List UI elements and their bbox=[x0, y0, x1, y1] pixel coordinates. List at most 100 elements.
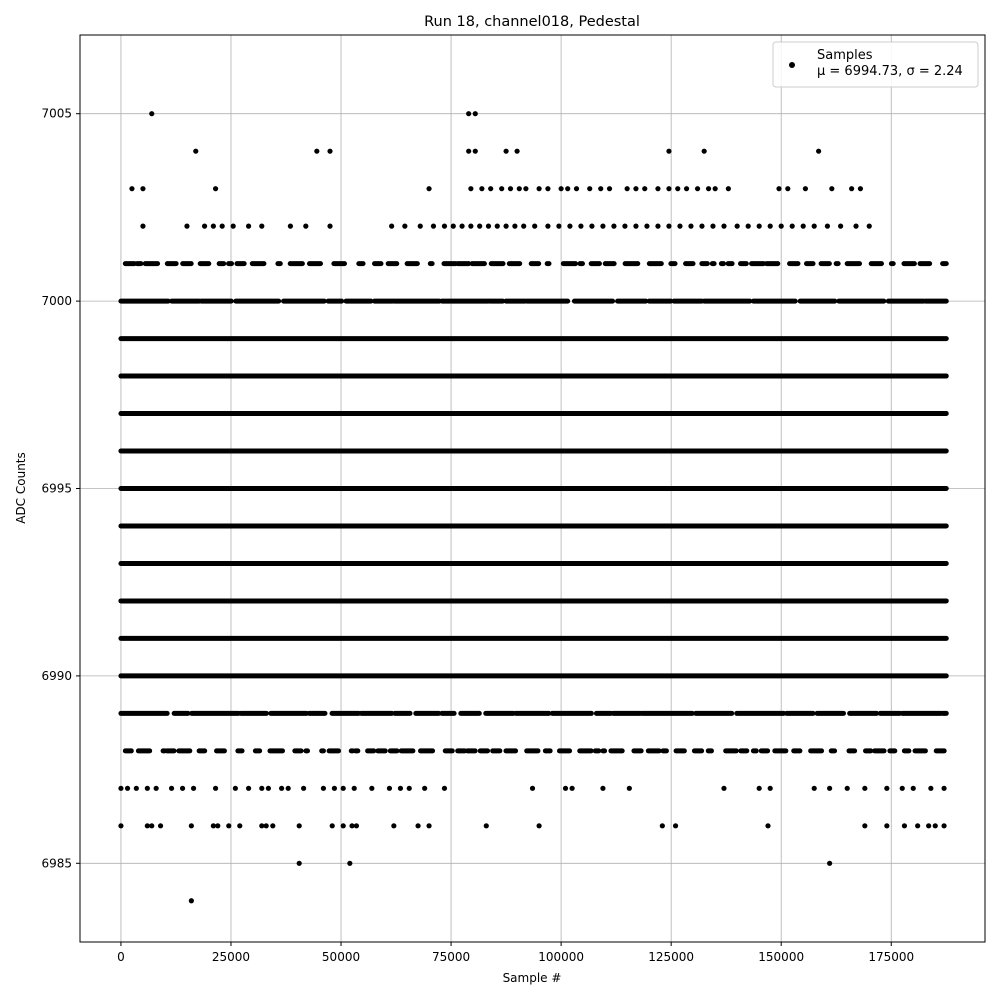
data-point bbox=[140, 186, 146, 192]
data-point bbox=[514, 148, 520, 154]
data-point bbox=[587, 186, 593, 192]
data-point bbox=[600, 223, 606, 229]
data-point bbox=[529, 785, 536, 791]
data-point bbox=[450, 223, 456, 229]
data-point bbox=[589, 223, 595, 229]
data-point bbox=[188, 823, 194, 829]
legend-stats: μ = 6994.73, σ = 2.24 bbox=[817, 64, 963, 79]
data-point bbox=[279, 785, 285, 791]
data-point bbox=[140, 223, 146, 229]
data-point bbox=[659, 823, 665, 829]
data-point bbox=[672, 823, 679, 829]
data-point bbox=[118, 785, 124, 791]
x-axis-label: Sample # bbox=[503, 971, 562, 985]
data-point bbox=[701, 148, 707, 154]
data-point bbox=[642, 186, 648, 192]
data-point bbox=[666, 148, 672, 154]
data-point bbox=[655, 186, 661, 192]
x-axis: 0 25000 50000 75000 100000 125000 150000 175000 bbox=[117, 942, 914, 964]
data-point bbox=[245, 223, 252, 229]
data-point bbox=[600, 785, 606, 791]
y-axis-label: ADC Counts bbox=[14, 452, 28, 524]
data-point bbox=[536, 823, 542, 829]
data-point bbox=[391, 823, 397, 829]
data-point bbox=[259, 223, 265, 229]
data-point bbox=[124, 785, 131, 791]
data-point bbox=[884, 823, 890, 829]
data-point bbox=[838, 223, 844, 229]
data-point bbox=[193, 148, 199, 154]
data-point bbox=[149, 111, 155, 117]
data-point bbox=[406, 785, 412, 791]
data-point bbox=[349, 823, 355, 829]
data-point bbox=[573, 186, 580, 192]
data-point bbox=[426, 186, 432, 192]
x-tick-label: 75000 bbox=[432, 950, 470, 964]
data-point bbox=[329, 823, 335, 829]
y-tick-label: 6985 bbox=[41, 856, 72, 870]
data-point bbox=[215, 823, 221, 829]
data-point bbox=[910, 785, 916, 791]
data-point bbox=[827, 785, 833, 791]
data-point bbox=[776, 186, 782, 192]
data-point bbox=[824, 223, 831, 229]
x-tick-label: 125000 bbox=[648, 950, 694, 964]
data-point bbox=[168, 785, 175, 791]
data-point bbox=[866, 223, 872, 229]
data-point bbox=[472, 111, 478, 117]
data-point bbox=[644, 223, 650, 229]
data-point bbox=[725, 186, 731, 192]
data-point bbox=[633, 223, 639, 229]
data-point bbox=[353, 823, 360, 829]
data-point bbox=[340, 823, 346, 829]
data-point bbox=[767, 223, 773, 229]
data-point bbox=[351, 785, 357, 791]
data-point bbox=[941, 823, 947, 829]
data-point bbox=[567, 223, 573, 229]
data-point bbox=[133, 785, 139, 791]
data-point bbox=[712, 186, 718, 192]
data-point bbox=[210, 823, 216, 829]
legend: Samples μ = 6994.73, σ = 2.24 bbox=[772, 41, 979, 88]
data-point bbox=[488, 186, 494, 192]
data-point bbox=[347, 860, 353, 866]
data-point bbox=[144, 823, 150, 829]
data-point bbox=[314, 148, 320, 154]
data-point bbox=[926, 823, 932, 829]
data-point bbox=[483, 823, 489, 829]
legend-marker bbox=[789, 62, 795, 68]
data-point bbox=[201, 223, 208, 229]
data-point bbox=[789, 223, 795, 229]
data-point bbox=[287, 223, 294, 229]
data-point bbox=[459, 223, 465, 229]
x-tick-label: 100000 bbox=[538, 950, 584, 964]
chart-title: Run 18, channel018, Pedestal bbox=[424, 14, 640, 30]
data-point bbox=[915, 823, 921, 829]
data-point bbox=[210, 223, 216, 229]
y-tick-label: 6995 bbox=[41, 482, 72, 496]
x-tick-label: 25000 bbox=[212, 950, 250, 964]
data-point bbox=[441, 785, 448, 791]
data-point bbox=[606, 186, 613, 192]
data-point bbox=[721, 785, 727, 791]
data-point bbox=[397, 785, 404, 791]
data-point bbox=[499, 186, 505, 192]
data-point bbox=[426, 823, 432, 829]
data-point bbox=[734, 223, 740, 229]
data-point bbox=[688, 223, 694, 229]
data-points bbox=[118, 111, 949, 904]
x-tick-label: 150000 bbox=[758, 950, 804, 964]
data-point bbox=[677, 223, 683, 229]
data-point bbox=[578, 223, 584, 229]
data-point bbox=[389, 223, 395, 229]
data-point bbox=[516, 186, 522, 192]
data-point bbox=[521, 223, 527, 229]
data-point bbox=[466, 111, 472, 117]
data-point bbox=[523, 186, 529, 192]
data-point bbox=[226, 823, 232, 829]
data-point bbox=[941, 785, 947, 791]
data-point bbox=[303, 223, 309, 229]
data-point bbox=[928, 785, 934, 791]
data-point bbox=[270, 823, 276, 829]
